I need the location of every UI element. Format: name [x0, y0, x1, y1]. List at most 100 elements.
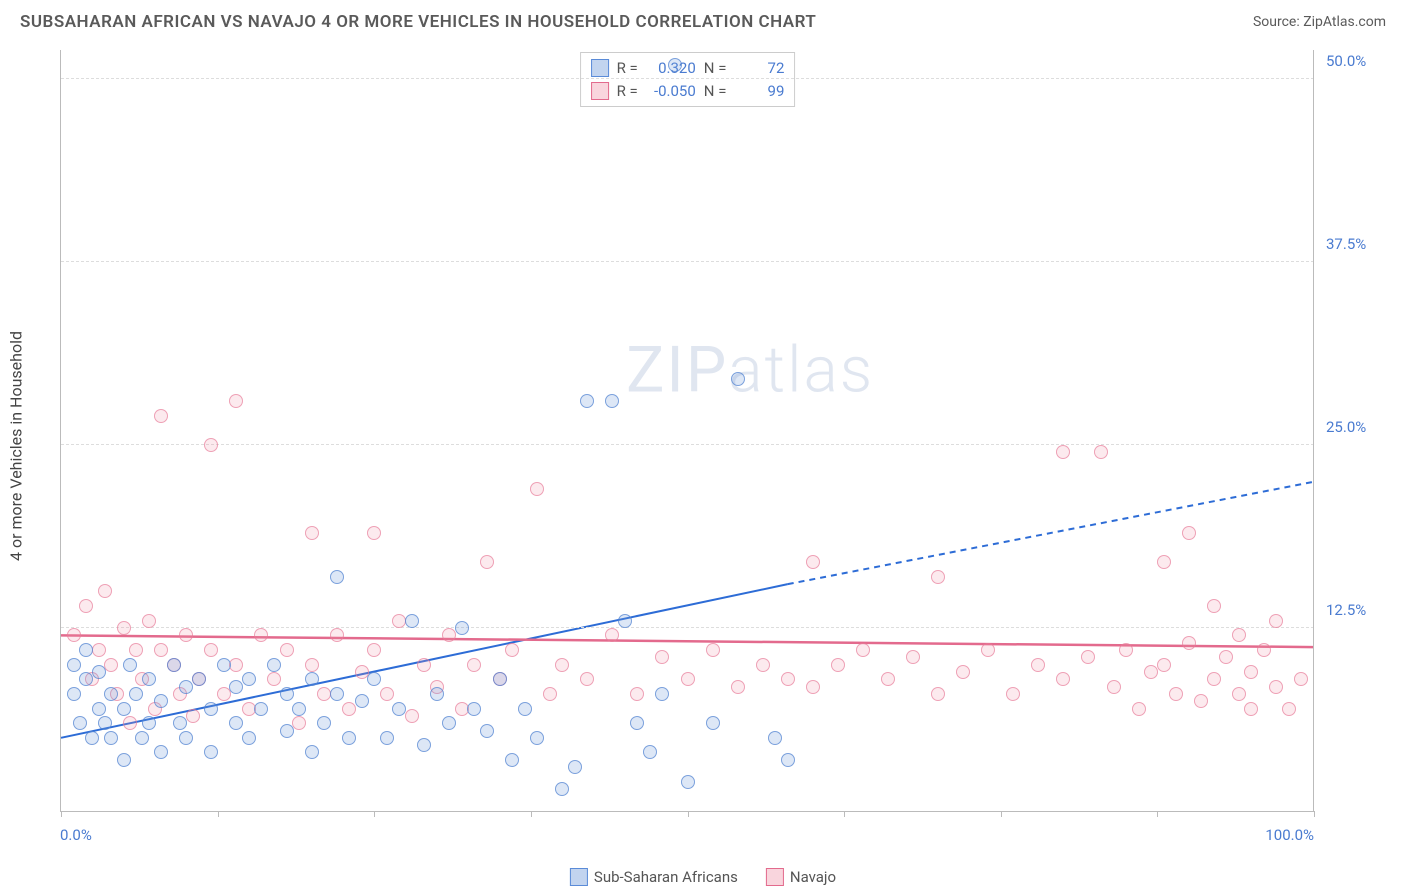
data-point	[881, 672, 895, 686]
data-point	[142, 614, 156, 628]
gridline	[61, 261, 1314, 262]
data-point	[493, 672, 507, 686]
data-point	[280, 687, 294, 701]
y-tick-label: 25.0%	[1326, 418, 1366, 436]
data-point	[1157, 658, 1171, 672]
data-point	[1269, 614, 1283, 628]
chart-header: SUBSAHARAN AFRICAN VS NAVAJO 4 OR MORE V…	[0, 0, 1406, 40]
swatch-blue-legend	[570, 868, 588, 886]
data-point	[380, 687, 394, 701]
data-point	[392, 702, 406, 716]
data-point	[229, 680, 243, 694]
data-point	[417, 658, 431, 672]
data-point	[681, 775, 695, 789]
data-point	[217, 687, 231, 701]
data-point	[906, 650, 920, 664]
data-point	[179, 731, 193, 745]
data-point	[129, 643, 143, 657]
data-point	[668, 58, 682, 72]
data-point	[204, 702, 218, 716]
data-point	[1182, 526, 1196, 540]
data-point	[98, 584, 112, 598]
data-point	[342, 702, 356, 716]
data-point	[142, 672, 156, 686]
data-point	[355, 694, 369, 708]
data-point	[605, 394, 619, 408]
data-point	[530, 482, 544, 496]
data-point	[781, 753, 795, 767]
data-point	[154, 694, 168, 708]
data-point	[768, 731, 782, 745]
data-point	[568, 760, 582, 774]
data-point	[104, 731, 118, 745]
data-point	[580, 672, 594, 686]
data-point	[442, 628, 456, 642]
data-point	[104, 687, 118, 701]
data-point	[1269, 680, 1283, 694]
right-axis-line	[1313, 50, 1314, 812]
data-point	[555, 782, 569, 796]
n-value-blue: 72	[734, 57, 784, 80]
data-point	[104, 658, 118, 672]
data-point	[630, 716, 644, 730]
n-value-pink: 99	[734, 80, 784, 103]
data-point	[467, 658, 481, 672]
stats-row-pink: R = -0.050 N = 99	[591, 80, 785, 103]
data-point	[1244, 702, 1258, 716]
data-point	[1194, 694, 1208, 708]
data-point	[455, 621, 469, 635]
swatch-pink-legend	[766, 868, 784, 886]
data-point	[806, 680, 820, 694]
data-point	[330, 570, 344, 584]
data-point	[92, 702, 106, 716]
data-point	[280, 724, 294, 738]
data-point	[1056, 672, 1070, 686]
chart-area: 4 or more Vehicles in Household ZIPatlas…	[48, 50, 1394, 842]
data-point	[242, 672, 256, 686]
data-point	[731, 680, 745, 694]
chart-title: SUBSAHARAN AFRICAN VS NAVAJO 4 OR MORE V…	[20, 12, 816, 32]
data-point	[1294, 672, 1308, 686]
data-point	[229, 394, 243, 408]
data-point	[1144, 665, 1158, 679]
data-point	[731, 372, 745, 386]
data-point	[806, 555, 820, 569]
source-prefix: Source:	[1253, 14, 1300, 30]
data-point	[254, 628, 268, 642]
data-point	[85, 731, 99, 745]
x-axis-max-label: 100.0%	[1265, 826, 1314, 844]
swatch-blue	[591, 59, 609, 77]
data-point	[655, 687, 669, 701]
data-point	[1232, 628, 1246, 642]
y-tick-label: 50.0%	[1326, 52, 1366, 70]
data-point	[706, 716, 720, 730]
data-point	[931, 687, 945, 701]
data-point	[79, 643, 93, 657]
data-point	[229, 716, 243, 730]
r-label: R =	[617, 80, 638, 103]
data-point	[67, 658, 81, 672]
data-point	[1056, 445, 1070, 459]
legend-item-pink: Navajo	[766, 868, 836, 886]
data-point	[154, 745, 168, 759]
data-point	[781, 672, 795, 686]
data-point	[292, 702, 306, 716]
data-point	[1244, 665, 1258, 679]
data-point	[330, 628, 344, 642]
gridline	[61, 444, 1314, 445]
data-point	[1119, 643, 1133, 657]
data-point	[117, 753, 131, 767]
data-point	[430, 687, 444, 701]
x-tick	[1314, 811, 1315, 817]
data-point	[173, 716, 187, 730]
data-point	[123, 716, 137, 730]
data-point	[229, 658, 243, 672]
x-tick	[61, 811, 62, 817]
data-point	[467, 702, 481, 716]
legend-label-pink: Navajo	[790, 868, 836, 886]
data-point	[167, 658, 181, 672]
data-point	[480, 724, 494, 738]
data-point	[630, 687, 644, 701]
data-point	[204, 745, 218, 759]
data-point	[1081, 650, 1095, 664]
